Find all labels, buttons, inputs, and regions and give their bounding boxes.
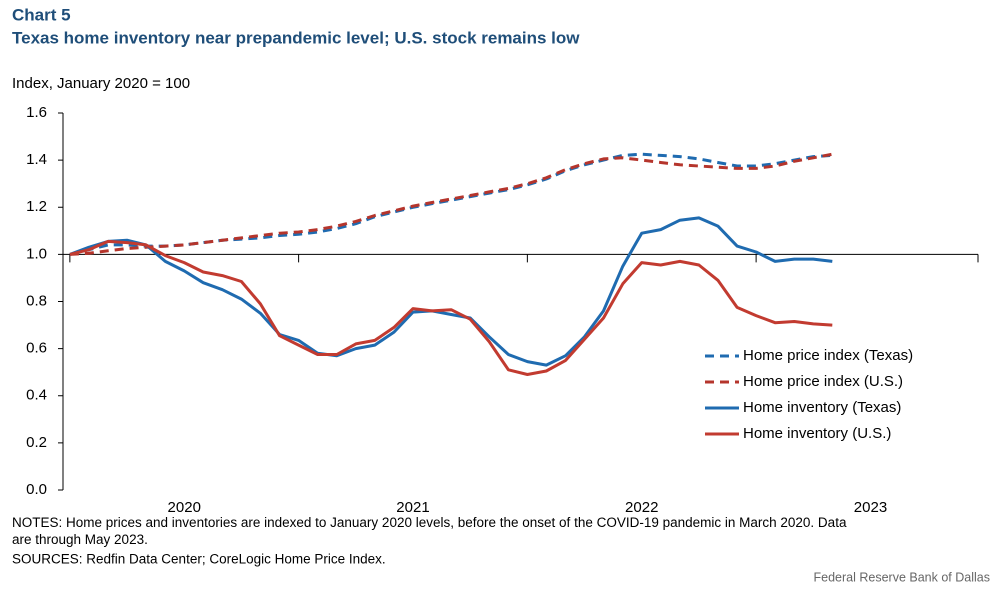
y-tick-label: 0.8 bbox=[26, 292, 47, 309]
notes-text-cont: are through May 2023. bbox=[12, 532, 148, 547]
x-tick-label: 2022 bbox=[625, 499, 658, 516]
sources: SOURCES: Redfin Data Center; CoreLogic H… bbox=[12, 552, 386, 567]
x-tick-label: 2023 bbox=[854, 499, 887, 516]
y-tick-label: 0.0 bbox=[26, 481, 47, 498]
credit: Federal Reserve Bank of Dallas bbox=[814, 570, 990, 584]
chart-label: Chart 5 bbox=[12, 5, 71, 24]
chart-title: Texas home inventory near prepandemic le… bbox=[12, 28, 580, 47]
series-line bbox=[69, 152, 833, 256]
y-axis-label: Index, January 2020 = 100 bbox=[12, 75, 190, 92]
legend-label: Home price index (Texas) bbox=[743, 347, 913, 364]
y-tick-label: 0.6 bbox=[26, 340, 47, 357]
y-tick-label: 1.2 bbox=[26, 198, 47, 215]
legend-label: Home inventory (Texas) bbox=[743, 399, 901, 416]
notes-text: NOTES: Home prices and inventories are i… bbox=[12, 515, 847, 530]
y-tick-label: 1.4 bbox=[26, 151, 47, 168]
y-tick-label: 0.2 bbox=[26, 434, 47, 451]
y-tick-label: 1.6 bbox=[26, 104, 47, 121]
series-line bbox=[69, 216, 833, 367]
legend-label: Home inventory (U.S.) bbox=[743, 425, 891, 442]
x-tick-label: 2020 bbox=[168, 499, 201, 516]
y-tick-label: 1.0 bbox=[26, 245, 47, 262]
x-tick-label: 2021 bbox=[396, 499, 429, 516]
legend-label: Home price index (U.S.) bbox=[743, 373, 903, 390]
y-tick-label: 0.4 bbox=[26, 387, 47, 404]
series-line bbox=[69, 152, 833, 256]
series-line bbox=[69, 239, 833, 376]
notes: NOTES: Home prices and inventories are i… bbox=[12, 515, 847, 547]
